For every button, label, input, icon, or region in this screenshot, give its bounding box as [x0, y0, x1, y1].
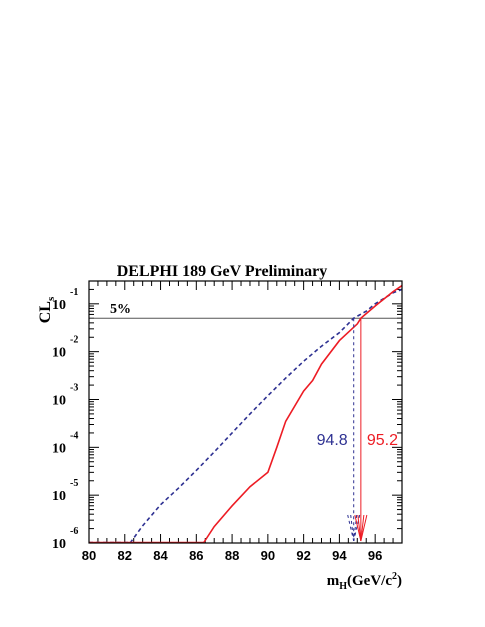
y-tick-label-exponent: -1: [70, 287, 78, 298]
limit-arrow: [360, 514, 365, 542]
x-tick-label: 86: [189, 548, 203, 563]
x-tick-label: 88: [225, 548, 239, 563]
x-tick-label: 92: [296, 548, 310, 563]
y-tick-label: 10: [52, 537, 66, 552]
y-tick-label: 10: [52, 346, 66, 361]
plot-frame: [88, 280, 403, 544]
x-tick-label: 82: [118, 548, 132, 563]
x-tick-label: 90: [261, 548, 275, 563]
limit-arrow: [357, 514, 362, 542]
limit-arrow: [350, 514, 355, 542]
y-tick-label-exponent: -5: [70, 478, 78, 489]
threshold-label: 5%: [110, 302, 131, 317]
x-tick-label: 96: [368, 548, 382, 563]
y-axis-label-sub: s: [45, 296, 57, 301]
limit-label: 95.2: [367, 432, 398, 449]
limit-arrow: [353, 514, 358, 542]
limit-arrow: [353, 514, 361, 542]
x-tick-label: 94: [332, 548, 347, 563]
chart-title: DELPHI 189 GeV Preliminary: [117, 263, 328, 280]
y-axis-label-main: CL: [37, 301, 54, 323]
svg-text:CLs: CLs: [37, 296, 57, 323]
limit-arrow: [347, 514, 355, 542]
y-tick-label: 10: [52, 298, 66, 313]
x-tick-label: 80: [82, 548, 96, 563]
y-tick-label: 10: [52, 489, 66, 504]
y-tick-label-exponent: -6: [70, 526, 78, 537]
y-tick-label-exponent: -4: [70, 430, 78, 441]
y-tick-label: 10: [52, 393, 66, 408]
limit-label: 94.8: [317, 432, 348, 449]
y-axis-label: CLs: [37, 296, 57, 323]
x-axis-label: mH(GeV/c2): [327, 571, 402, 592]
x-tick-label: 84: [153, 548, 168, 563]
y-tick-label-exponent: -3: [70, 382, 78, 393]
series-line-solid: [202, 284, 403, 544]
y-tick-label: 10: [52, 441, 66, 456]
plot-marks: 80 82 84 86 88 90 92 94 96 10 -6 10 -5 10 -4 10 -3 10 -2 10…: [52, 280, 403, 563]
y-tick-label-exponent: -2: [70, 335, 78, 346]
